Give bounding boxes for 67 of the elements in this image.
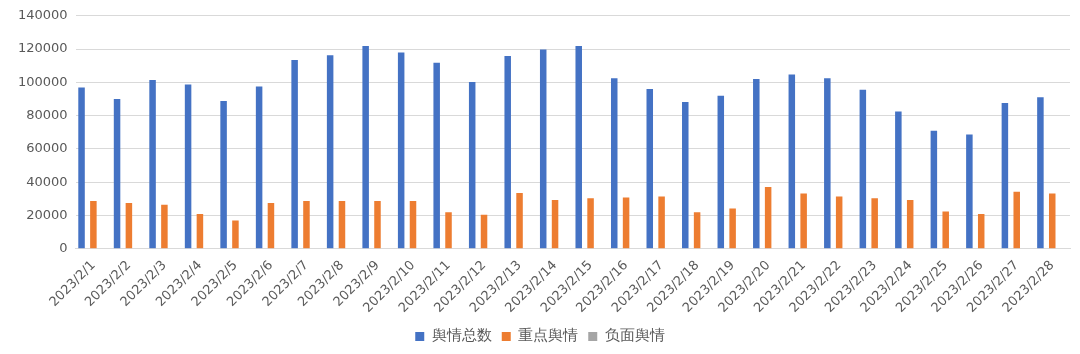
bar	[1048, 193, 1056, 249]
y-tick-label: 120000	[17, 40, 68, 56]
bar	[800, 193, 807, 249]
bar	[977, 213, 985, 249]
bar	[184, 84, 192, 249]
bar	[1001, 103, 1009, 249]
y-tick-label: 100000	[17, 73, 68, 89]
bar	[220, 101, 227, 249]
y-tick-label: 60000	[26, 140, 68, 156]
bar	[895, 111, 902, 249]
bar	[445, 212, 452, 249]
bar	[255, 86, 263, 249]
y-tick-label: 80000	[26, 107, 68, 123]
bar	[397, 52, 405, 249]
bar	[966, 134, 973, 249]
bar	[1037, 97, 1044, 249]
bar	[610, 78, 618, 249]
bar	[504, 56, 511, 249]
bar	[859, 89, 867, 249]
bar	[90, 201, 97, 249]
bar	[551, 200, 559, 249]
bar	[835, 196, 843, 249]
bar	[149, 79, 156, 249]
bar	[764, 186, 772, 249]
bar	[468, 81, 476, 249]
y-tick-label: 40000	[26, 173, 68, 189]
bar	[587, 198, 594, 249]
bar	[326, 55, 334, 249]
bar	[433, 62, 440, 249]
legend-label: 负面舆情	[604, 326, 665, 345]
bar	[906, 200, 914, 249]
bar	[267, 202, 275, 249]
y-tick-label: 0	[59, 240, 68, 256]
bar	[78, 87, 85, 249]
bar	[516, 192, 523, 249]
bar	[362, 46, 369, 249]
legend-label: 重点舆情	[518, 326, 579, 345]
bar	[539, 49, 547, 249]
bar	[480, 214, 488, 249]
bar	[113, 99, 121, 249]
bar	[717, 95, 725, 249]
bar	[374, 201, 381, 249]
bar	[658, 196, 665, 249]
bar	[753, 79, 760, 249]
bar	[196, 213, 204, 249]
bar	[729, 208, 736, 249]
y-tick-label: 20000	[26, 206, 68, 222]
bar	[930, 130, 938, 249]
bar	[575, 46, 582, 249]
bar	[824, 78, 831, 249]
bar	[682, 102, 689, 249]
bar	[871, 198, 878, 249]
bar	[338, 201, 346, 249]
bar	[622, 197, 630, 249]
bar	[788, 74, 796, 249]
y-tick-label: 140000	[17, 7, 68, 23]
bar	[693, 212, 701, 249]
bar	[291, 59, 298, 249]
legend-label: 舆情总数	[431, 326, 492, 345]
bar	[125, 202, 133, 249]
bar	[303, 201, 310, 249]
bar	[646, 89, 654, 249]
bar	[232, 220, 239, 249]
bar	[409, 201, 417, 249]
bar	[161, 204, 168, 249]
bar	[942, 211, 949, 249]
bar	[1013, 191, 1020, 249]
